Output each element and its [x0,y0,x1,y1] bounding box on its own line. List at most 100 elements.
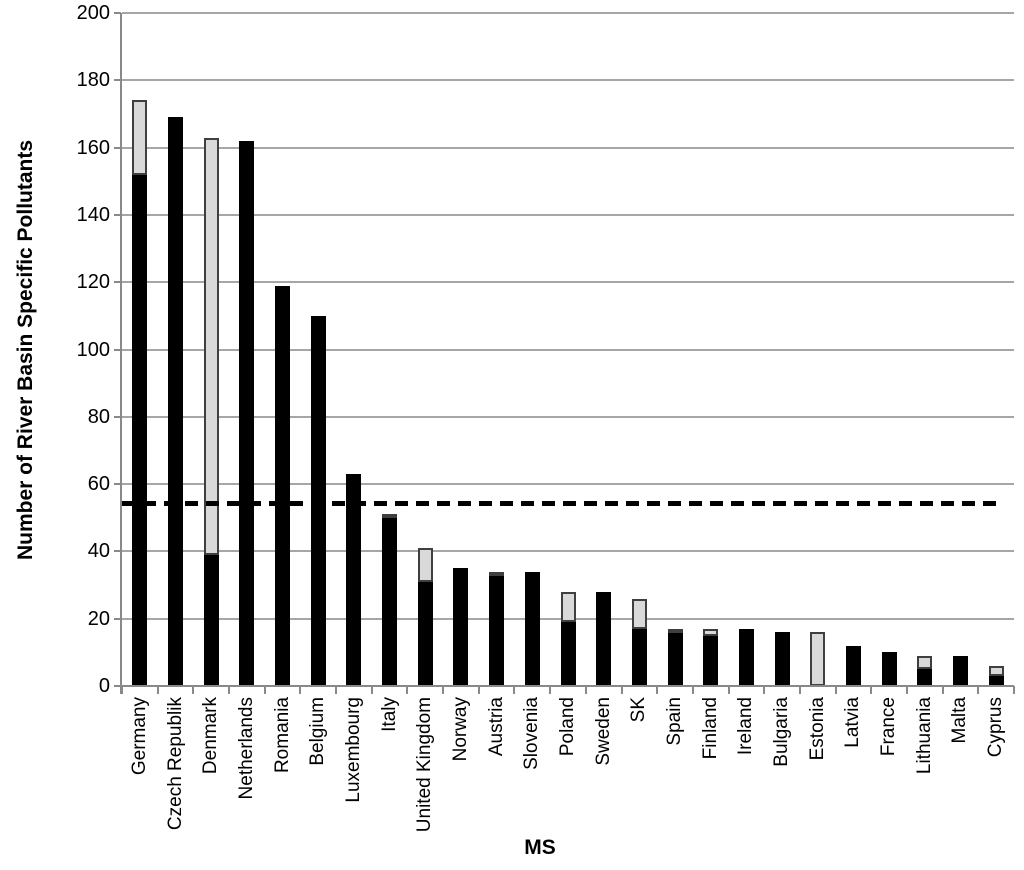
x-axis-tick [656,686,659,694]
x-category-label: Italy [378,697,400,732]
gridline [122,550,1014,553]
x-axis-title: MS [524,836,556,859]
x-category-label: Estonia [806,697,828,761]
y-tick-label: 0 [98,675,110,697]
y-tick-label: 120 [76,271,110,294]
x-axis-tick [870,686,873,694]
bar-segment-black-segment [881,652,897,686]
x-axis-tick [584,686,587,694]
y-axis [120,13,122,694]
x-axis-tick [299,686,302,694]
bar-segment-black-segment [489,574,505,686]
bar-segment-grey-segment [203,137,219,555]
y-axis-tick [114,146,121,149]
bar-segment-black-segment [917,669,933,686]
x-axis-tick [905,686,908,694]
gridline [122,415,1014,418]
bar-segment-black-segment [417,581,433,686]
x-axis-tick [370,686,373,694]
x-category-label: Ireland [735,697,757,756]
bar-segment-black-segment [596,591,612,686]
x-category-label: Sweden [592,697,614,766]
y-tick-label: 100 [76,338,110,361]
bar-segment-black-segment [275,285,291,686]
gridline [122,483,1014,486]
y-axis-title: Number of River Basin Specific Pollutant… [14,139,37,561]
x-axis-tick [763,686,766,694]
x-category-label: Slovenia [521,697,543,770]
x-category-label: Spain [664,697,686,746]
gridline [122,146,1014,149]
bar-segment-grey-segment [667,628,683,633]
gridline [122,12,1014,14]
x-category-label: Luxembourg [342,697,364,803]
x-axis-tick [727,686,730,694]
y-axis-tick [114,213,121,216]
x-axis-tick [156,686,159,694]
x-axis [114,685,1014,687]
y-axis-tick [114,617,121,620]
bar-segment-grey-segment [917,655,933,670]
bar-segment-black-segment [845,645,861,686]
x-category-label: Poland [557,697,578,757]
x-axis-tick [263,686,266,694]
bar-segment-grey-segment [988,665,1004,676]
bar-segment-black-segment [132,174,148,686]
bar-segment-black-segment [667,632,683,686]
bar-segment-black-segment [382,517,398,686]
x-axis-tick [513,686,516,694]
x-axis-tick [192,686,195,694]
gridline [122,213,1014,216]
gridline [122,348,1014,351]
bar-segment-grey-segment [132,100,148,175]
gridline [122,281,1014,284]
x-category-label: Norway [449,697,471,762]
bar-segment-black-segment [524,571,540,686]
x-axis-tick [477,686,480,694]
x-category-label: Bulgaria [771,697,793,767]
x-axis-tick [834,686,837,694]
bar-segment-black-segment [631,628,647,686]
bar-segment-grey-segment [382,514,398,519]
y-axis-tick [114,79,121,82]
y-tick-label: 140 [76,203,110,226]
x-category-label: SK [628,697,650,723]
bar-segment-grey-segment [489,571,505,576]
x-axis-tick [442,686,445,694]
y-axis-tick [114,348,121,351]
x-category-label: Austria [485,697,507,757]
bar-segment-black-segment [560,622,576,686]
bar-segment-black-segment [988,675,1004,686]
x-axis-tick [549,686,552,694]
x-category-label: Cyprus [985,697,1007,758]
x-category-label: Lithuania [913,697,935,775]
y-tick-label: 160 [76,136,110,159]
x-category-label: United Kingdom [414,697,436,833]
y-tick-label: 200 [76,2,110,24]
x-category-label: Malta [949,697,971,744]
x-axis-tick [228,686,231,694]
bar-segment-grey-segment [560,591,576,623]
x-axis-tick [620,686,623,694]
x-category-label: Latvia [842,697,864,748]
x-category-label: Romania [271,697,293,774]
x-category-label: Netherlands [235,697,257,800]
y-axis-tick [114,415,121,418]
x-axis-tick [121,686,123,694]
y-axis-tick [114,281,121,284]
x-category-label: Finland [699,697,721,760]
x-axis-tick [691,686,694,694]
x-axis-tick [1013,686,1015,694]
bar-segment-grey-segment [631,598,647,629]
bar-segment-black-segment [346,474,362,686]
x-category-label: Belgium [307,697,329,766]
y-axis-tick [114,483,121,486]
bar-segment-grey-segment [810,632,826,686]
y-tick-label: 40 [87,540,110,563]
x-category-label: Czech Republik [164,697,186,831]
x-axis-tick [406,686,409,694]
x-axis-tick [941,686,944,694]
y-tick-label: 180 [76,69,110,92]
bar-segment-grey-segment [703,628,719,636]
